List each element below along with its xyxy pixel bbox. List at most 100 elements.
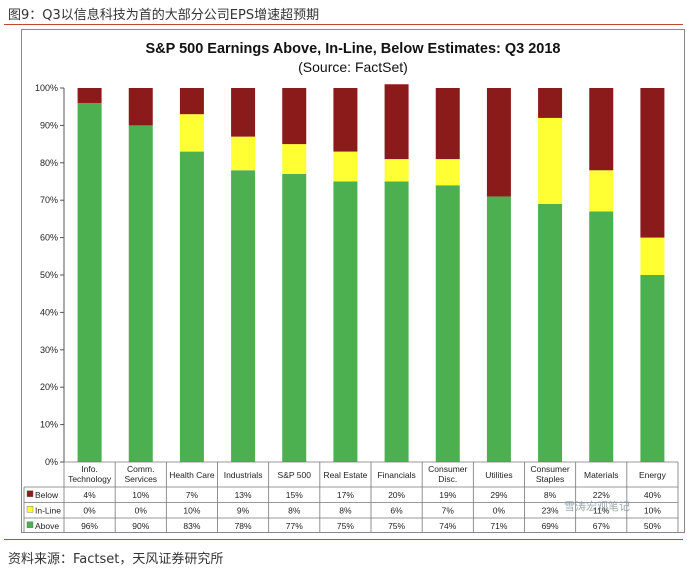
data-label-above: 75% [388, 521, 405, 531]
data-label-below: 13% [235, 490, 252, 500]
bar-above [538, 203, 563, 462]
data-label-below: 8% [544, 490, 557, 500]
category-label: Disc. [438, 474, 457, 484]
bar-above [128, 125, 153, 463]
source-note: 资料来源：Factset，天风证券研究所 [8, 552, 224, 567]
bar-below [640, 88, 665, 238]
data-label-inline: 10% [183, 505, 200, 515]
bar-above [435, 185, 460, 463]
bar-inline [231, 136, 256, 171]
data-label-above: 69% [542, 521, 559, 531]
top-divider [4, 24, 683, 25]
data-label-below: 22% [593, 490, 610, 500]
y-tick-label: 0% [45, 457, 58, 467]
data-label-above: 67% [593, 521, 610, 531]
bar-inline [282, 144, 307, 175]
chart-subtitle: (Source: FactSet) [298, 59, 408, 75]
y-tick-label: 30% [40, 345, 58, 355]
category-label: Energy [639, 470, 667, 480]
data-label-above: 83% [183, 521, 200, 531]
y-tick-label: 90% [40, 120, 58, 130]
data-label-below: 29% [490, 490, 507, 500]
data-label-inline: 0% [493, 505, 506, 515]
bar-below [282, 88, 307, 145]
data-label-above: 90% [132, 521, 149, 531]
y-tick-label: 70% [40, 195, 58, 205]
category-label: Technology [68, 474, 112, 484]
stacked-bar-chart: S&P 500 Earnings Above, In-Line, Below E… [23, 41, 679, 532]
watermark-text: 雪涛宏观笔记 [564, 499, 630, 513]
data-label-inline: 7% [442, 505, 455, 515]
bar-above [231, 170, 256, 462]
bar-inline [589, 170, 614, 212]
y-tick-label: 50% [40, 270, 58, 280]
data-label-below: 10% [132, 490, 149, 500]
y-tick-label: 40% [40, 307, 58, 317]
bar-below [486, 88, 511, 197]
bar-inline [640, 237, 665, 275]
category-label: Services [124, 474, 157, 484]
category-label: Real Estate [323, 470, 367, 480]
bar-below [538, 88, 563, 118]
data-label-above: 74% [439, 521, 456, 531]
category-label: Consumer [428, 464, 467, 474]
bar-below [435, 88, 460, 160]
bar-above [179, 151, 204, 462]
data-label-below: 7% [186, 490, 199, 500]
bar-above [640, 275, 665, 462]
data-label-inline: 0% [83, 505, 96, 515]
bar-above [486, 196, 511, 462]
data-label-inline: 8% [339, 505, 352, 515]
category-label: Utilities [485, 470, 512, 480]
data-label-below: 40% [644, 490, 661, 500]
category-label: S&P 500 [278, 470, 312, 480]
y-tick-label: 10% [40, 420, 58, 430]
legend-swatch-below [26, 490, 34, 497]
category-label: Health Care [169, 470, 215, 480]
y-tick-label: 20% [40, 382, 58, 392]
legend-swatch-above [26, 521, 34, 528]
bar-inline [333, 151, 358, 182]
bar-below [333, 88, 358, 152]
bar-above [589, 211, 614, 462]
data-label-inline: 23% [542, 505, 559, 515]
legend-label-below: Below [35, 490, 59, 500]
legend-label-inline: In-Line [35, 505, 61, 515]
category-label: Staples [536, 474, 564, 484]
chart-title: S&P 500 Earnings Above, In-Line, Below E… [145, 41, 560, 57]
data-label-inline: 6% [390, 505, 403, 515]
bar-above [384, 181, 409, 462]
data-label-above: 96% [81, 521, 98, 531]
data-label-inline: 11% [593, 505, 610, 515]
bottom-divider [4, 539, 683, 540]
data-label-below: 4% [83, 490, 96, 500]
data-label-below: 20% [388, 490, 405, 500]
data-label-inline: 10% [644, 505, 661, 515]
data-label-above: 75% [337, 521, 354, 531]
data-label-inline: 9% [237, 505, 250, 515]
legend-swatch-inline [26, 506, 34, 513]
legend-label-above: Above [35, 521, 59, 531]
figure-caption: 图9：Q3以信息科技为首的大部分公司EPS增速超预期 [8, 8, 320, 23]
data-label-above: 78% [235, 521, 252, 531]
bar-inline [538, 117, 563, 204]
data-label-below: 17% [337, 490, 354, 500]
data-label-inline: 0% [135, 505, 148, 515]
bar-below [179, 88, 204, 115]
data-label-above: 50% [644, 521, 661, 531]
bar-above [333, 181, 358, 462]
category-label: Financials [377, 470, 415, 480]
category-label: Industrials [224, 470, 263, 480]
data-label-inline: 8% [288, 505, 301, 515]
data-label-above: 77% [286, 521, 303, 531]
bar-above [282, 174, 307, 462]
bar-inline [179, 114, 204, 152]
data-label-below: 15% [286, 490, 303, 500]
bar-inline [384, 159, 409, 182]
category-label: Materials [584, 470, 618, 480]
bar-below [128, 88, 153, 126]
y-tick-label: 80% [40, 158, 58, 168]
data-label-below: 19% [439, 490, 456, 500]
bar-below [384, 84, 409, 160]
category-label: Consumer [530, 464, 569, 474]
